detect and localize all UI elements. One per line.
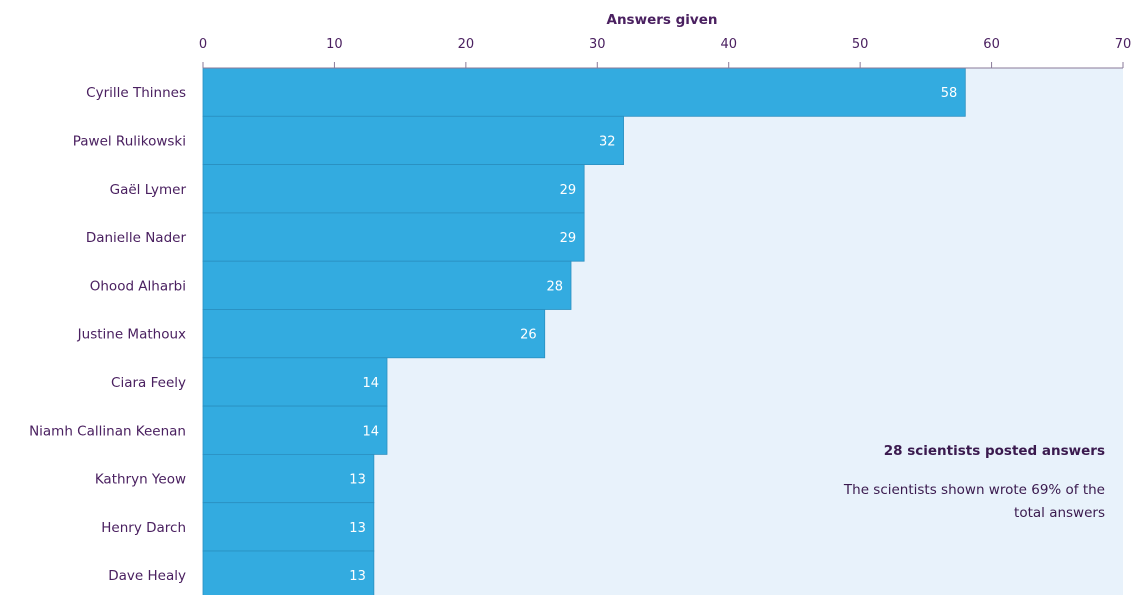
x-tick-label: 20 — [458, 37, 475, 52]
bars-group — [202, 67, 966, 595]
category-label: Henry Darch — [101, 520, 186, 536]
bar-value-label: 32 — [599, 134, 616, 149]
bar-value-label: 29 — [560, 231, 577, 246]
category-label: Niamh Callinan Keenan — [29, 423, 186, 439]
annotation-text-line: total answers — [1014, 505, 1105, 521]
bar — [202, 164, 585, 214]
bar-value-label: 26 — [520, 328, 537, 343]
category-label: Pawel Rulikowski — [73, 133, 186, 149]
bar-value-label: 14 — [362, 376, 379, 391]
x-tick-label: 10 — [326, 37, 343, 52]
x-tick-label: 70 — [1115, 37, 1132, 52]
bar — [202, 405, 388, 455]
annotation-text-line: The scientists shown wrote 69% of the — [843, 482, 1105, 498]
bar-value-label: 29 — [560, 183, 577, 198]
bar-value-label: 28 — [546, 279, 563, 294]
x-tick-label: 40 — [720, 37, 737, 52]
annotation-title: 28 scientists posted answers — [884, 443, 1105, 459]
category-label: Ciara Feely — [111, 375, 186, 391]
category-label: Ohood Alharbi — [90, 278, 186, 294]
x-tick-label: 0 — [199, 37, 207, 52]
bar-value-label: 13 — [349, 569, 366, 584]
category-labels: Cyrille Thinnes Pawel Rulikowski Gaël Lyme… — [29, 85, 186, 584]
bar — [202, 212, 585, 262]
category-label: Dave Healy — [108, 568, 186, 584]
bar — [202, 309, 546, 359]
x-tick-label: 30 — [589, 37, 606, 52]
x-axis-title: Answers given — [607, 12, 718, 28]
x-tick-label: 50 — [852, 37, 869, 52]
bar-value-label: 14 — [362, 424, 379, 439]
bar-value-label: 13 — [349, 521, 366, 536]
bar — [202, 453, 375, 504]
bar — [202, 357, 388, 407]
bar — [202, 502, 375, 552]
bar-value-label: 13 — [349, 473, 366, 488]
category-label: Gaël Lymer — [110, 182, 187, 198]
bar — [202, 550, 375, 595]
category-label: Danielle Nader — [86, 230, 187, 246]
category-label: Cyrille Thinnes — [86, 85, 186, 101]
x-tick-label: 60 — [983, 37, 1000, 52]
bar — [202, 115, 624, 166]
x-axis-ticks: 0 10 20 30 40 50 60 70 — [199, 37, 1131, 68]
bar — [202, 260, 572, 310]
category-label: Kathryn Yeow — [95, 472, 186, 488]
bar — [202, 67, 966, 117]
value-labels: 58 32 29 29 28 26 14 14 13 13 13 — [349, 86, 957, 584]
category-label: Justine Mathoux — [77, 327, 186, 343]
bar-value-label: 58 — [941, 86, 958, 101]
